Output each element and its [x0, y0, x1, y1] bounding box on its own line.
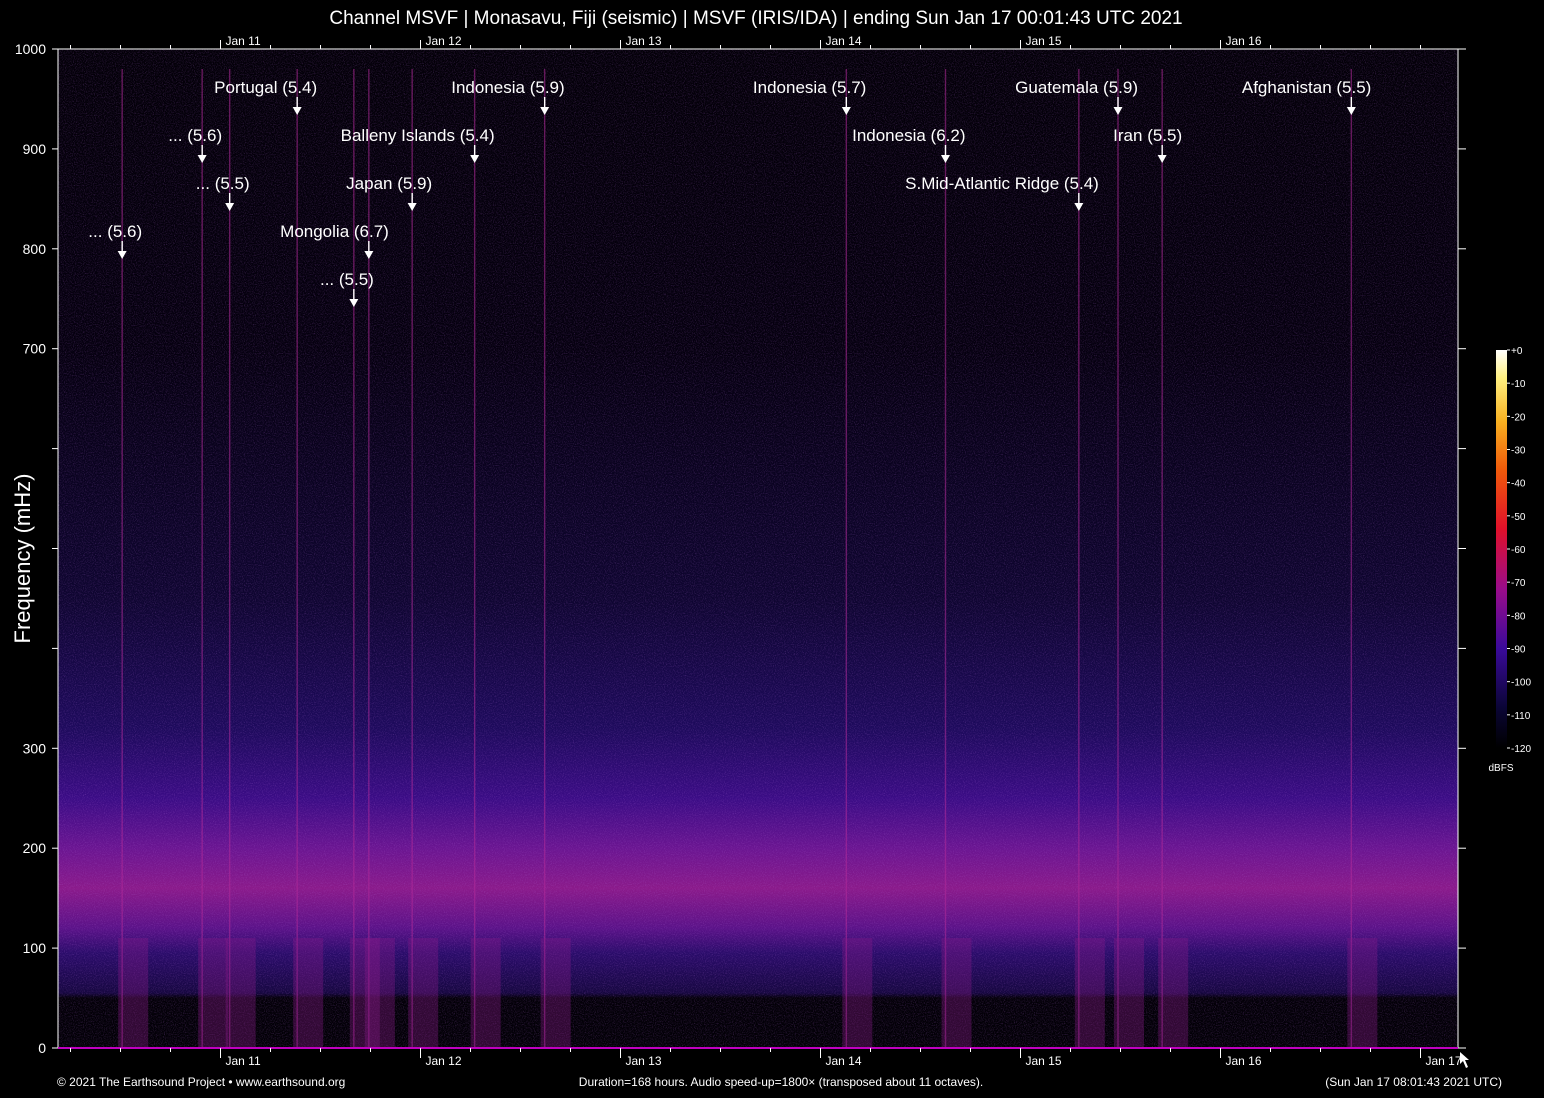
y-tick-label: 0 — [38, 1040, 46, 1056]
earthquake-arrow-icon — [540, 107, 550, 115]
earthquake-arrow-icon — [841, 107, 851, 115]
chart-title: Channel MSVF | Monasavu, Fiji (seismic) … — [329, 8, 1183, 29]
duration-footer: Duration=168 hours. Audio speed-up=1800×… — [578, 1075, 984, 1089]
copyright-footer: © 2021 The Earthsound Project • www.eart… — [57, 1075, 346, 1089]
event-low-freq-burst — [842, 938, 873, 1048]
y-axis-label: Frequency (mHz) — [10, 474, 35, 644]
colorbar-tick-label: -60 — [1511, 545, 1526, 556]
x-top-day-label: Jan 15 — [1026, 34, 1062, 48]
event-low-freq-burst — [349, 938, 380, 1048]
event-low-freq-burst — [1074, 938, 1105, 1048]
x-top-day-label: Jan 11 — [226, 34, 261, 48]
x-top-day-label: Jan 12 — [426, 34, 462, 48]
timestamp-footer: (Sun Jan 17 08:01:43 2021 UTC) — [1325, 1075, 1502, 1089]
earthquake-label: Guatemala (5.9) — [1015, 78, 1138, 97]
earthquake-arrow-icon — [364, 251, 374, 259]
earthquake-arrow-icon — [407, 203, 417, 211]
earthquake-arrow-icon — [1074, 203, 1084, 211]
y-tick-label: 1000 — [15, 41, 46, 57]
y-tick-label: 700 — [23, 341, 47, 357]
earthquake-label: Portugal (5.4) — [214, 78, 317, 97]
x-top-day-label: Jan 16 — [1226, 34, 1262, 48]
earthquake-label: ... (5.5) — [196, 174, 250, 193]
event-low-freq-burst — [470, 938, 501, 1048]
event-low-freq-burst — [198, 938, 229, 1048]
earthquake-arrow-icon — [197, 155, 207, 163]
x-day-label: Jan 11 — [226, 1054, 261, 1068]
x-top-day-label: Jan 13 — [626, 34, 662, 48]
event-low-freq-burst — [1347, 938, 1378, 1048]
earthquake-label: Japan (5.9) — [346, 174, 432, 193]
colorbar-tick-label: -80 — [1511, 611, 1526, 622]
colorbar-tick-label: -70 — [1511, 578, 1526, 589]
y-tick-label: 800 — [23, 241, 47, 257]
earthquake-arrow-icon — [225, 203, 235, 211]
earthquake-arrow-icon — [470, 155, 480, 163]
y-tick-label: 900 — [23, 141, 47, 157]
earthquake-label: ... (5.6) — [168, 126, 222, 145]
cursor-icon — [1460, 1052, 1469, 1068]
y-tick-label: 100 — [23, 940, 47, 956]
colorbar-label: dBFS — [1488, 763, 1513, 774]
x-day-label: Jan 14 — [826, 1054, 862, 1068]
event-low-freq-burst — [540, 938, 571, 1048]
earthquake-arrow-icon — [1113, 107, 1123, 115]
earthquake-label: Indonesia (5.9) — [451, 78, 564, 97]
earthquake-arrow-icon — [1346, 107, 1356, 115]
event-low-freq-burst — [941, 938, 972, 1048]
x-day-label: Jan 12 — [426, 1054, 462, 1068]
x-day-label: Jan 13 — [626, 1054, 662, 1068]
earthquake-label: Iran (5.5) — [1113, 126, 1182, 145]
event-low-freq-burst — [1114, 938, 1144, 1048]
earthquake-label: Afghanistan (5.5) — [1242, 78, 1371, 97]
earthquake-label: ... (5.5) — [320, 270, 374, 289]
x-day-label: Jan 16 — [1226, 1054, 1262, 1068]
earthquake-label: ... (5.6) — [88, 222, 142, 241]
colorbar-tick-label: +0 — [1511, 346, 1523, 357]
spectrogram-noise — [58, 49, 1458, 1048]
y-tick-label: 200 — [23, 840, 47, 856]
event-low-freq-burst — [293, 938, 324, 1048]
earthquake-arrow-icon — [1157, 155, 1167, 163]
earthquake-label: Mongolia (6.7) — [280, 222, 389, 241]
colorbar-tick-label: -40 — [1511, 479, 1526, 490]
colorbar-tick-label: -50 — [1511, 512, 1526, 523]
earthquake-arrow-icon — [349, 299, 359, 307]
colorbar-tick-label: -100 — [1511, 678, 1531, 689]
earthquake-arrow-icon — [117, 251, 127, 259]
earthquake-arrow-icon — [941, 155, 950, 163]
earthquake-label: Indonesia (5.7) — [753, 78, 866, 97]
colorbar-tick-label: -20 — [1511, 412, 1526, 423]
colorbar — [1496, 350, 1507, 748]
colorbar-tick-label: -110 — [1511, 711, 1531, 722]
earthquake-arrow-icon — [292, 107, 302, 115]
event-low-freq-burst — [118, 938, 149, 1048]
earthquake-label: Indonesia (6.2) — [852, 126, 965, 145]
colorbar-tick-label: -120 — [1511, 744, 1531, 755]
event-low-freq-burst — [1158, 938, 1189, 1048]
x-top-day-label: Jan 14 — [826, 34, 862, 48]
event-low-freq-burst — [225, 938, 256, 1048]
y-tick-label: 300 — [23, 740, 47, 756]
colorbar-tick-label: -10 — [1511, 379, 1526, 390]
earthquake-label: S.Mid-Atlantic Ridge (5.4) — [905, 174, 1099, 193]
x-day-label: Jan 17 — [1426, 1054, 1462, 1068]
earthquake-label: Balleny Islands (5.4) — [341, 126, 495, 145]
colorbar-tick-label: -90 — [1511, 645, 1526, 656]
colorbar-tick-label: -30 — [1511, 446, 1526, 457]
event-low-freq-burst — [408, 938, 439, 1048]
x-day-label: Jan 15 — [1026, 1054, 1062, 1068]
event-low-freq-burst — [364, 938, 395, 1048]
